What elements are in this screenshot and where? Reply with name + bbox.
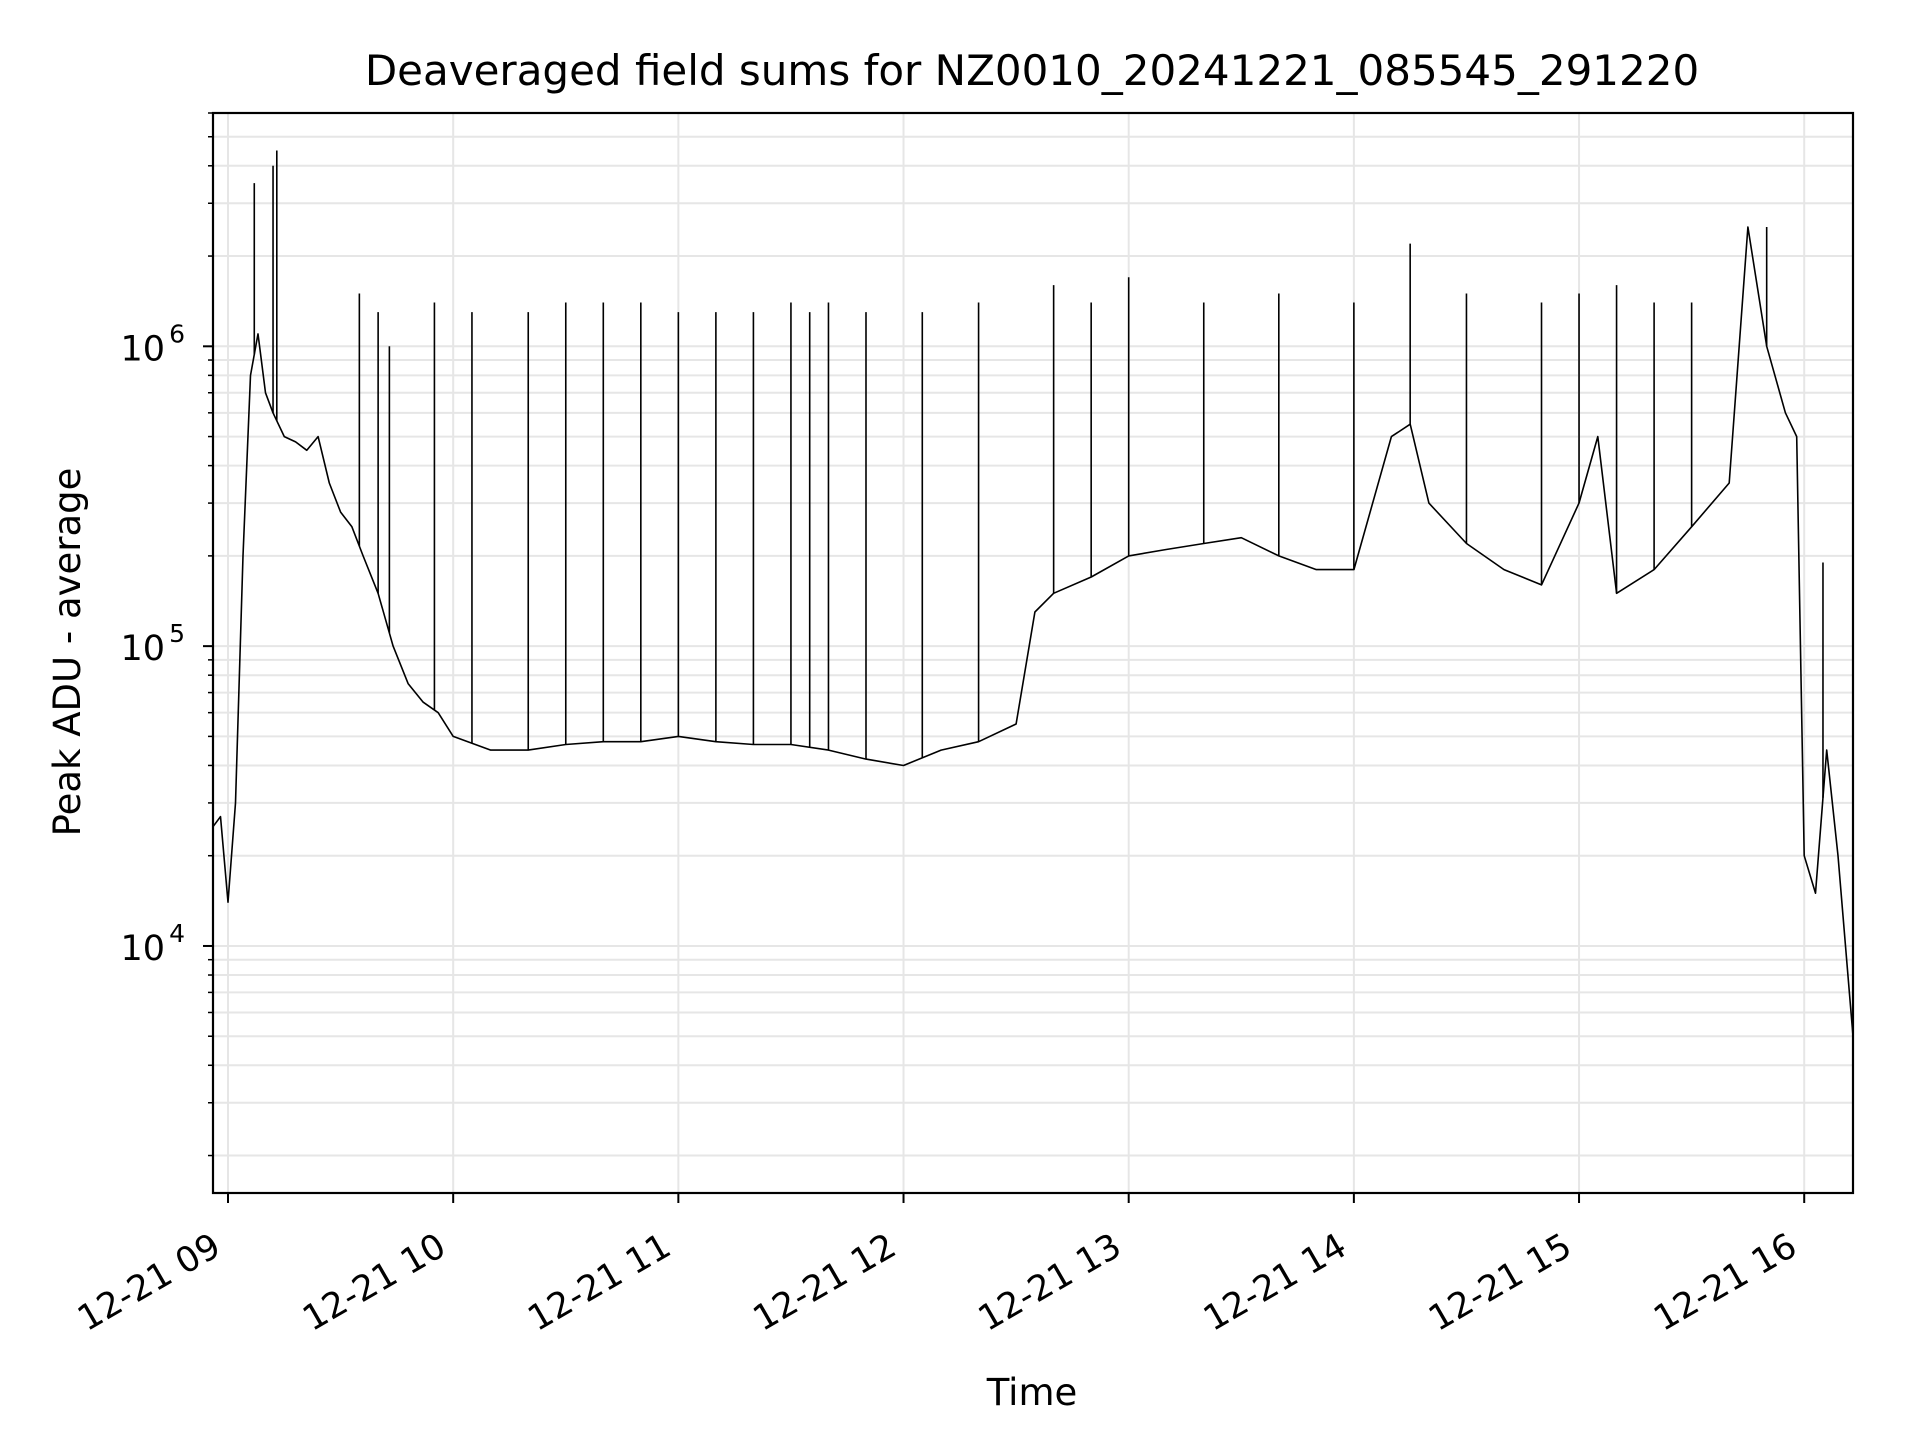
plot-frame [211, 111, 1855, 1195]
series-line [212, 226, 1854, 1037]
x-axis-label: Time [986, 1371, 1078, 1414]
series-layer [212, 150, 1854, 1037]
chart-title: Deaveraged field sums for NZ0010_2024122… [365, 46, 1699, 95]
y-tick-exponent: 6 [169, 319, 185, 348]
y-tick-label: 10 [120, 629, 165, 669]
y-axis-label: Peak ADU - average [46, 468, 89, 837]
y-tick-exponent: 5 [169, 619, 185, 648]
y-tick-exponent: 4 [169, 919, 185, 948]
y-tick-label: 10 [120, 329, 165, 369]
y-tick-label: 10 [120, 929, 165, 969]
